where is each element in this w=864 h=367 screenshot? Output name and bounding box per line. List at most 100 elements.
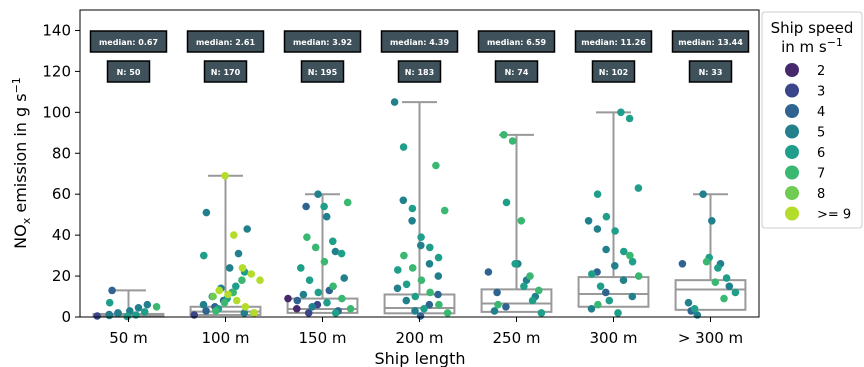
data-point bbox=[93, 312, 101, 320]
box-5 bbox=[577, 111, 650, 308]
data-point bbox=[628, 257, 637, 266]
data-point bbox=[140, 308, 149, 316]
n-annotation-box bbox=[106, 60, 151, 83]
n-annotation-box bbox=[300, 60, 345, 83]
data-point bbox=[250, 309, 258, 317]
data-point bbox=[587, 305, 596, 313]
data-point bbox=[329, 237, 337, 246]
data-point bbox=[293, 296, 302, 305]
data-point bbox=[502, 198, 511, 207]
data-point bbox=[537, 309, 546, 317]
data-point bbox=[343, 198, 352, 207]
data-point bbox=[215, 286, 223, 295]
data-point bbox=[390, 98, 399, 106]
data-point bbox=[108, 286, 116, 295]
data-point bbox=[494, 300, 502, 309]
n-annotation: N: 195 bbox=[308, 68, 338, 77]
data-point bbox=[304, 309, 313, 317]
x-axis: 50 m 100 m 150 m 200 m 250 m 300 m > 300 m bbox=[109, 317, 743, 347]
data-point bbox=[731, 288, 740, 297]
data-point bbox=[322, 212, 331, 221]
data-point bbox=[493, 288, 501, 297]
data-point bbox=[508, 137, 517, 145]
data-point bbox=[143, 300, 152, 309]
y-tick-label: 80 bbox=[52, 144, 71, 162]
n-annotation: N: 74 bbox=[505, 68, 529, 77]
data-point bbox=[528, 296, 537, 305]
y-axis: 0 20 40 60 80 100 120 140 bbox=[42, 21, 80, 326]
data-point bbox=[331, 309, 340, 317]
legend-label: 2 bbox=[817, 64, 825, 79]
legend-label: 5 bbox=[817, 126, 825, 141]
median-annotation: median: 13.44 bbox=[678, 38, 743, 47]
data-point bbox=[690, 305, 699, 313]
data-point bbox=[202, 307, 210, 315]
data-point bbox=[299, 290, 308, 299]
n-annotation: N: 170 bbox=[211, 68, 241, 77]
data-point bbox=[190, 311, 198, 319]
y-tick-label: 120 bbox=[42, 62, 71, 80]
data-point bbox=[238, 276, 246, 285]
median-annotation-box bbox=[186, 30, 265, 53]
data-point bbox=[425, 300, 434, 309]
data-point bbox=[720, 294, 728, 303]
median-annotation-box bbox=[574, 30, 653, 53]
data-point bbox=[220, 298, 229, 307]
data-point bbox=[634, 272, 643, 280]
y-tick-label: 60 bbox=[52, 185, 71, 203]
points-layer bbox=[93, 98, 740, 321]
data-point bbox=[678, 260, 687, 268]
median-annotation-box bbox=[283, 30, 362, 53]
data-point bbox=[617, 108, 625, 117]
data-point bbox=[200, 251, 208, 260]
data-point bbox=[393, 284, 402, 293]
median-annotation: median: 2.61 bbox=[196, 38, 255, 47]
data-point bbox=[502, 303, 510, 311]
data-point bbox=[402, 280, 411, 289]
data-point bbox=[434, 272, 443, 280]
data-point bbox=[699, 190, 707, 198]
data-point bbox=[593, 225, 602, 233]
legend-swatch bbox=[785, 104, 799, 118]
data-point bbox=[305, 276, 314, 285]
x-tick-label: 200 m bbox=[395, 329, 443, 347]
n-annotation: N: 33 bbox=[699, 68, 723, 77]
x-tick-label: 100 m bbox=[201, 329, 249, 347]
n-annotation-box bbox=[203, 60, 248, 83]
data-point bbox=[440, 206, 449, 215]
n-annotation-box bbox=[494, 60, 539, 83]
box-body bbox=[577, 276, 650, 308]
data-point bbox=[594, 300, 602, 309]
data-point bbox=[411, 292, 420, 301]
box-body bbox=[480, 288, 553, 313]
data-point bbox=[238, 264, 247, 272]
data-point bbox=[417, 233, 425, 241]
data-point bbox=[241, 303, 250, 311]
data-point bbox=[605, 296, 614, 305]
legend-label: 7 bbox=[817, 167, 825, 182]
y-axis-title: NOx emission in g s−1 bbox=[10, 77, 33, 249]
data-point bbox=[230, 231, 238, 239]
data-point bbox=[337, 249, 346, 258]
data-point bbox=[602, 245, 610, 254]
data-point bbox=[399, 143, 408, 151]
box-body bbox=[286, 297, 359, 314]
legend-swatch bbox=[785, 63, 799, 77]
data-point bbox=[434, 290, 442, 299]
data-point bbox=[634, 184, 643, 192]
legend-label: >= 9 bbox=[817, 208, 851, 223]
data-point bbox=[240, 309, 249, 317]
data-point bbox=[628, 292, 637, 301]
data-point bbox=[303, 233, 311, 241]
data-point bbox=[619, 276, 628, 285]
x-tick-label: 250 m bbox=[492, 329, 540, 347]
data-point bbox=[714, 264, 722, 272]
data-point bbox=[722, 274, 731, 282]
data-point bbox=[432, 161, 440, 170]
data-point bbox=[338, 294, 346, 303]
data-point bbox=[511, 260, 519, 268]
data-point bbox=[221, 172, 229, 180]
legend-swatch bbox=[785, 124, 799, 139]
data-point bbox=[402, 296, 411, 305]
median-annotation: median: 11.26 bbox=[581, 38, 646, 47]
